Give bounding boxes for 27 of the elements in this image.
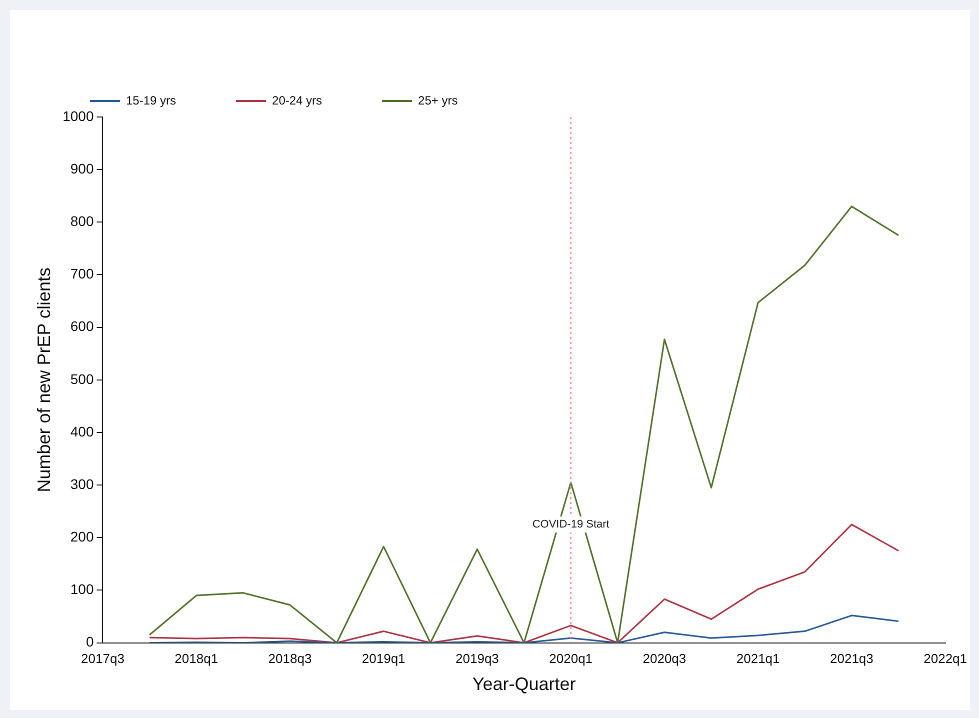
x-tick-label: 2020q3 [642, 651, 686, 666]
y-tick-label: 500 [70, 370, 94, 387]
y-tick-label: 200 [70, 528, 94, 544]
x-tick-label: 2020q1 [549, 651, 593, 666]
y-tick-label: 1000 [62, 108, 94, 124]
y-tick-label: 300 [70, 476, 94, 492]
y-axis-title: Number of new PrEP clients [34, 268, 54, 492]
legend-label: 15-19 yrs [126, 93, 176, 108]
x-tick-label: 2021q1 [736, 651, 780, 666]
y-tick-label: 800 [70, 213, 94, 230]
y-tick-label: 400 [70, 423, 94, 440]
y-tick-label: 700 [70, 266, 94, 282]
y-tick-label: 100 [70, 581, 94, 598]
legend-label: 20-24 yrs [272, 93, 322, 108]
y-tick-label: 900 [70, 160, 94, 176]
ref-line-label: COVID-19 Start [532, 518, 610, 531]
x-tick-label: 2018q1 [174, 651, 218, 666]
x-tick-label: 2018q3 [268, 651, 312, 666]
x-tick-label: 2019q1 [362, 651, 406, 666]
x-tick-label: 2021q3 [830, 651, 874, 666]
y-tick-label: 0 [86, 634, 94, 650]
x-axis-title: Year-Quarter [472, 674, 576, 694]
x-tick-label: 2022q1 [924, 651, 968, 666]
x-tick-label: 2017q3 [81, 651, 124, 666]
x-tick-label: 2019q3 [456, 651, 499, 666]
legend-label: 25+ yrs [418, 93, 458, 108]
y-tick-label: 600 [70, 318, 94, 334]
